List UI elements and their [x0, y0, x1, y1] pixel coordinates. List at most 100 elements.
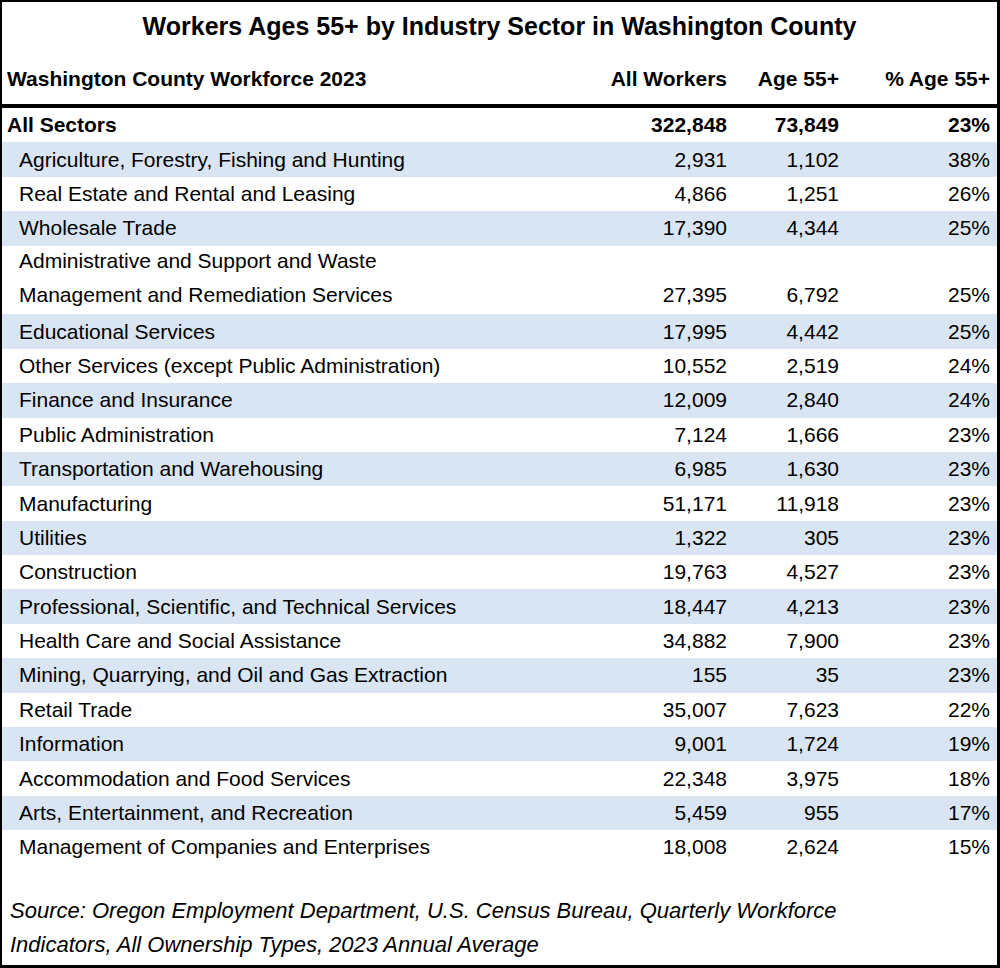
- all-workers-cell: 7,124: [607, 418, 727, 452]
- table-row: Transportation and Warehousing 6,985 1,6…: [2, 452, 997, 486]
- age55-cell: 4,213: [727, 590, 839, 624]
- age55-cell: 2,840: [727, 383, 839, 417]
- table-row: Real Estate and Rental and Leasing 4,866…: [2, 177, 997, 211]
- pct-cell: 25%: [839, 315, 997, 349]
- table-row: Wholesale Trade 17,390 4,344 25%: [2, 211, 997, 245]
- table-row-total: All Sectors 322,848 73,849 23%: [2, 108, 997, 142]
- age55-cell: 305: [727, 521, 839, 555]
- all-workers-cell: 4,866: [607, 177, 727, 211]
- age55-cell: 2,624: [727, 830, 839, 864]
- table-row: Other Services (except Public Administra…: [2, 349, 997, 383]
- all-workers-cell: 17,390: [607, 211, 727, 245]
- age55-cell: 4,442: [727, 315, 839, 349]
- sector-cell: Wholesale Trade: [2, 211, 607, 245]
- header-pct-age-55: % Age 55+: [839, 62, 997, 96]
- table-row: Finance and Insurance 12,009 2,840 24%: [2, 383, 997, 417]
- sector-cell: Mining, Quarrying, and Oil and Gas Extra…: [2, 658, 607, 692]
- sector-cell: Public Administration: [2, 418, 607, 452]
- all-workers-cell: 18,008: [607, 830, 727, 864]
- sector-cell: All Sectors: [2, 108, 607, 142]
- sector-cell: Accommodation and Food Services: [2, 762, 607, 796]
- age55-cell: 7,900: [727, 624, 839, 658]
- age55-cell: 1,102: [727, 143, 839, 177]
- all-workers-cell: 12,009: [607, 383, 727, 417]
- pct-cell: 23%: [839, 624, 997, 658]
- table-row: Accommodation and Food Services 22,348 3…: [2, 761, 997, 795]
- table-row: Arts, Entertainment, and Recreation 5,45…: [2, 796, 997, 830]
- all-workers-cell: 19,763: [607, 555, 727, 589]
- table-row: Construction 19,763 4,527 23%: [2, 555, 997, 589]
- age55-cell: 35: [727, 658, 839, 692]
- table-header-row: Washington County Workforce 2023 All Wor…: [2, 41, 997, 108]
- table-row: Administrative and Support and Waste Man…: [2, 246, 997, 315]
- table-row: Mining, Quarrying, and Oil and Gas Extra…: [2, 658, 997, 692]
- age55-cell: 2,519: [727, 349, 839, 383]
- age55-cell: 73,849: [727, 108, 839, 142]
- all-workers-cell: 9,001: [607, 727, 727, 761]
- sector-cell: Management of Companies and Enterprises: [2, 830, 607, 864]
- all-workers-cell: 18,447: [607, 590, 727, 624]
- table-row: Health Care and Social Assistance 34,882…: [2, 624, 997, 658]
- pct-cell: 22%: [839, 693, 997, 727]
- age55-cell: 6,792: [727, 278, 839, 312]
- all-workers-cell: 51,171: [607, 487, 727, 521]
- age55-cell: 1,666: [727, 418, 839, 452]
- pct-cell: 23%: [839, 108, 997, 142]
- age55-cell: 1,724: [727, 727, 839, 761]
- age55-cell: 1,630: [727, 452, 839, 486]
- sector-cell: Health Care and Social Assistance: [2, 624, 607, 658]
- pct-cell: 24%: [839, 383, 997, 417]
- pct-cell: 18%: [839, 762, 997, 796]
- pct-cell: 23%: [839, 418, 997, 452]
- pct-cell: 23%: [839, 590, 997, 624]
- pct-cell: 26%: [839, 177, 997, 211]
- pct-cell: 24%: [839, 349, 997, 383]
- pct-cell: 23%: [839, 658, 997, 692]
- age55-cell: 11,918: [727, 487, 839, 521]
- age55-cell: 4,527: [727, 555, 839, 589]
- pct-cell: 23%: [839, 521, 997, 555]
- table-row: Manufacturing 51,171 11,918 23%: [2, 486, 997, 520]
- all-workers-cell: 322,848: [607, 108, 727, 142]
- all-workers-cell: 2,931: [607, 143, 727, 177]
- header-all-workers: All Workers: [607, 62, 727, 96]
- table-row: Professional, Scientific, and Technical …: [2, 589, 997, 623]
- pct-cell: 17%: [839, 796, 997, 830]
- all-workers-cell: 10,552: [607, 349, 727, 383]
- pct-cell: 23%: [839, 487, 997, 521]
- sector-cell: Transportation and Warehousing: [2, 452, 607, 486]
- header-workforce-label: Washington County Workforce 2023: [2, 62, 607, 96]
- all-workers-cell: 22,348: [607, 762, 727, 796]
- table-row: Educational Services 17,995 4,442 25%: [2, 314, 997, 348]
- age55-cell: 955: [727, 796, 839, 830]
- all-workers-cell: 5,459: [607, 796, 727, 830]
- sector-cell: Finance and Insurance: [2, 383, 607, 417]
- sector-cell: Manufacturing: [2, 487, 607, 521]
- all-workers-cell: 34,882: [607, 624, 727, 658]
- pct-cell: 25%: [839, 211, 997, 245]
- all-workers-cell: 155: [607, 658, 727, 692]
- all-workers-cell: 1,322: [607, 521, 727, 555]
- all-workers-cell: 6,985: [607, 452, 727, 486]
- sector-cell: Construction: [2, 555, 607, 589]
- age55-cell: 4,344: [727, 211, 839, 245]
- all-workers-cell: 17,995: [607, 315, 727, 349]
- header-age-55: Age 55+: [727, 62, 839, 96]
- pct-cell: 23%: [839, 452, 997, 486]
- sector-cell: Real Estate and Rental and Leasing: [2, 177, 607, 211]
- pct-cell: 15%: [839, 830, 997, 864]
- age55-cell: 7,623: [727, 693, 839, 727]
- sector-cell: Arts, Entertainment, and Recreation: [2, 796, 607, 830]
- workforce-table: Workers Ages 55+ by Industry Sector in W…: [0, 0, 1000, 968]
- sector-cell: Administrative and Support and Waste Man…: [2, 244, 607, 312]
- pct-cell: 25%: [839, 278, 997, 312]
- all-workers-cell: 35,007: [607, 693, 727, 727]
- sector-cell: Information: [2, 727, 607, 761]
- sector-cell: Utilities: [2, 521, 607, 555]
- table-row: Public Administration 7,124 1,666 23%: [2, 418, 997, 452]
- sector-cell: Agriculture, Forestry, Fishing and Hunti…: [2, 143, 607, 177]
- age55-cell: 1,251: [727, 177, 839, 211]
- page-title: Workers Ages 55+ by Industry Sector in W…: [2, 2, 997, 41]
- age55-cell: 3,975: [727, 762, 839, 796]
- sector-cell: Professional, Scientific, and Technical …: [2, 590, 607, 624]
